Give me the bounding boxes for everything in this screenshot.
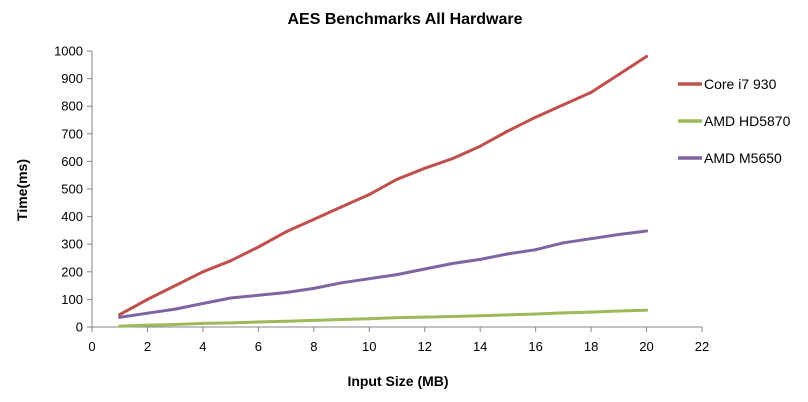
data-point-amd-m5650 xyxy=(118,315,122,319)
data-point-amd-hd5870 xyxy=(312,318,316,322)
y-tick-label: 800 xyxy=(61,99,83,114)
data-point-core-i7-930 xyxy=(312,217,316,221)
data-point-amd-m5650 xyxy=(201,302,205,306)
data-point-amd-m5650 xyxy=(284,291,288,294)
data-point-core-i7-930 xyxy=(617,72,621,76)
data-point-amd-m5650 xyxy=(506,252,510,256)
data-point-amd-hd5870 xyxy=(367,317,371,321)
x-tick-label: 8 xyxy=(310,339,317,354)
legend-label-amd-m5650: AMD M5650 xyxy=(704,150,782,166)
data-point-amd-hd5870 xyxy=(561,311,565,315)
data-point-amd-hd5870 xyxy=(340,318,344,322)
y-tick-label: 100 xyxy=(61,292,83,307)
data-point-core-i7-930 xyxy=(395,177,399,181)
x-tick-label: 22 xyxy=(695,339,709,354)
x-tick-label: 18 xyxy=(584,339,598,354)
data-point-amd-m5650 xyxy=(367,277,371,281)
data-point-amd-hd5870 xyxy=(284,319,288,323)
data-point-amd-m5650 xyxy=(229,296,233,300)
series-layer xyxy=(118,55,649,328)
x-tick-label: 20 xyxy=(639,339,653,354)
data-point-core-i7-930 xyxy=(145,297,149,301)
data-point-amd-m5650 xyxy=(645,229,649,233)
series-line-core-i7-930 xyxy=(118,55,648,317)
data-point-amd-m5650 xyxy=(450,262,454,266)
x-axis-title: Input Size (MB) xyxy=(347,373,448,389)
data-point-amd-hd5870 xyxy=(589,310,593,314)
x-tick-label: 12 xyxy=(417,339,431,354)
legend-label-amd-hd5870: AMD HD5870 xyxy=(704,113,791,129)
y-tick-label: 500 xyxy=(61,182,83,197)
data-point-core-i7-930 xyxy=(173,284,177,288)
x-tick-label: 6 xyxy=(255,339,262,354)
data-point-amd-hd5870 xyxy=(506,313,510,317)
data-point-core-i7-930 xyxy=(340,205,344,209)
data-point-amd-hd5870 xyxy=(173,323,177,327)
data-point-amd-m5650 xyxy=(340,281,344,285)
data-point-core-i7-930 xyxy=(506,129,510,133)
y-tick-label: 700 xyxy=(61,126,83,141)
data-point-core-i7-930 xyxy=(423,166,427,170)
data-point-amd-m5650 xyxy=(478,257,482,261)
y-tick-label: 400 xyxy=(61,209,83,224)
data-point-core-i7-930 xyxy=(284,230,288,234)
y-tick-label: 0 xyxy=(76,320,83,335)
legend: Core i7 930 AMD HD5870 AMD M5650 xyxy=(678,76,791,166)
data-point-core-i7-930 xyxy=(256,245,260,249)
data-point-amd-m5650 xyxy=(395,273,399,277)
data-point-amd-m5650 xyxy=(534,248,538,252)
data-point-amd-hd5870 xyxy=(395,316,399,320)
data-point-core-i7-930 xyxy=(478,144,482,148)
y-tick-label: 200 xyxy=(61,264,83,279)
data-point-amd-m5650 xyxy=(589,237,593,241)
data-point-amd-hd5870 xyxy=(534,312,538,316)
x-tick-label: 14 xyxy=(473,339,487,354)
data-point-core-i7-930 xyxy=(589,90,593,94)
data-point-amd-hd5870 xyxy=(617,309,621,313)
x-tick-label: 0 xyxy=(88,339,95,354)
y-tick-label: 1000 xyxy=(54,44,83,59)
data-point-core-i7-930 xyxy=(534,115,538,119)
axes: 0 100 200 300 400 500 600 700 800 900 1000 0 2 4 6 8 10 1… xyxy=(54,44,709,355)
x-tick-label: 2 xyxy=(144,339,151,354)
data-point-amd-m5650 xyxy=(312,286,316,290)
x-tick-label: 4 xyxy=(199,339,206,354)
data-point-amd-m5650 xyxy=(617,233,621,237)
data-point-amd-hd5870 xyxy=(145,323,149,327)
series-line-amd-hd5870 xyxy=(118,308,648,328)
data-point-amd-hd5870 xyxy=(423,315,427,319)
data-point-amd-m5650 xyxy=(561,241,565,245)
data-point-amd-hd5870 xyxy=(118,324,122,328)
data-point-core-i7-930 xyxy=(367,193,371,197)
data-point-core-i7-930 xyxy=(450,157,454,161)
data-point-amd-m5650 xyxy=(423,267,427,271)
y-axis-title: Time(ms) xyxy=(14,159,30,221)
y-tick-label: 300 xyxy=(61,237,83,252)
data-point-core-i7-930 xyxy=(118,313,122,317)
x-tick-label: 16 xyxy=(528,339,542,354)
data-point-amd-hd5870 xyxy=(478,314,482,318)
series-line-amd-m5650 xyxy=(118,229,648,319)
legend-label-core-i7-930: Core i7 930 xyxy=(704,76,777,92)
data-point-core-i7-930 xyxy=(645,55,649,59)
data-point-core-i7-930 xyxy=(229,259,233,263)
data-point-amd-hd5870 xyxy=(229,321,233,325)
data-point-amd-m5650 xyxy=(173,307,177,311)
data-point-core-i7-930 xyxy=(201,270,205,274)
chart-title: AES Benchmarks All Hardware xyxy=(287,11,522,28)
x-tick-label: 10 xyxy=(362,339,376,354)
data-point-core-i7-930 xyxy=(561,103,565,107)
data-point-amd-m5650 xyxy=(145,311,149,315)
data-point-amd-hd5870 xyxy=(450,315,454,319)
data-point-amd-hd5870 xyxy=(645,308,649,312)
y-tick-label: 900 xyxy=(61,71,83,86)
data-point-amd-hd5870 xyxy=(256,320,260,324)
data-point-amd-m5650 xyxy=(256,293,260,297)
data-point-amd-hd5870 xyxy=(201,321,205,325)
y-tick-label: 600 xyxy=(61,154,83,169)
